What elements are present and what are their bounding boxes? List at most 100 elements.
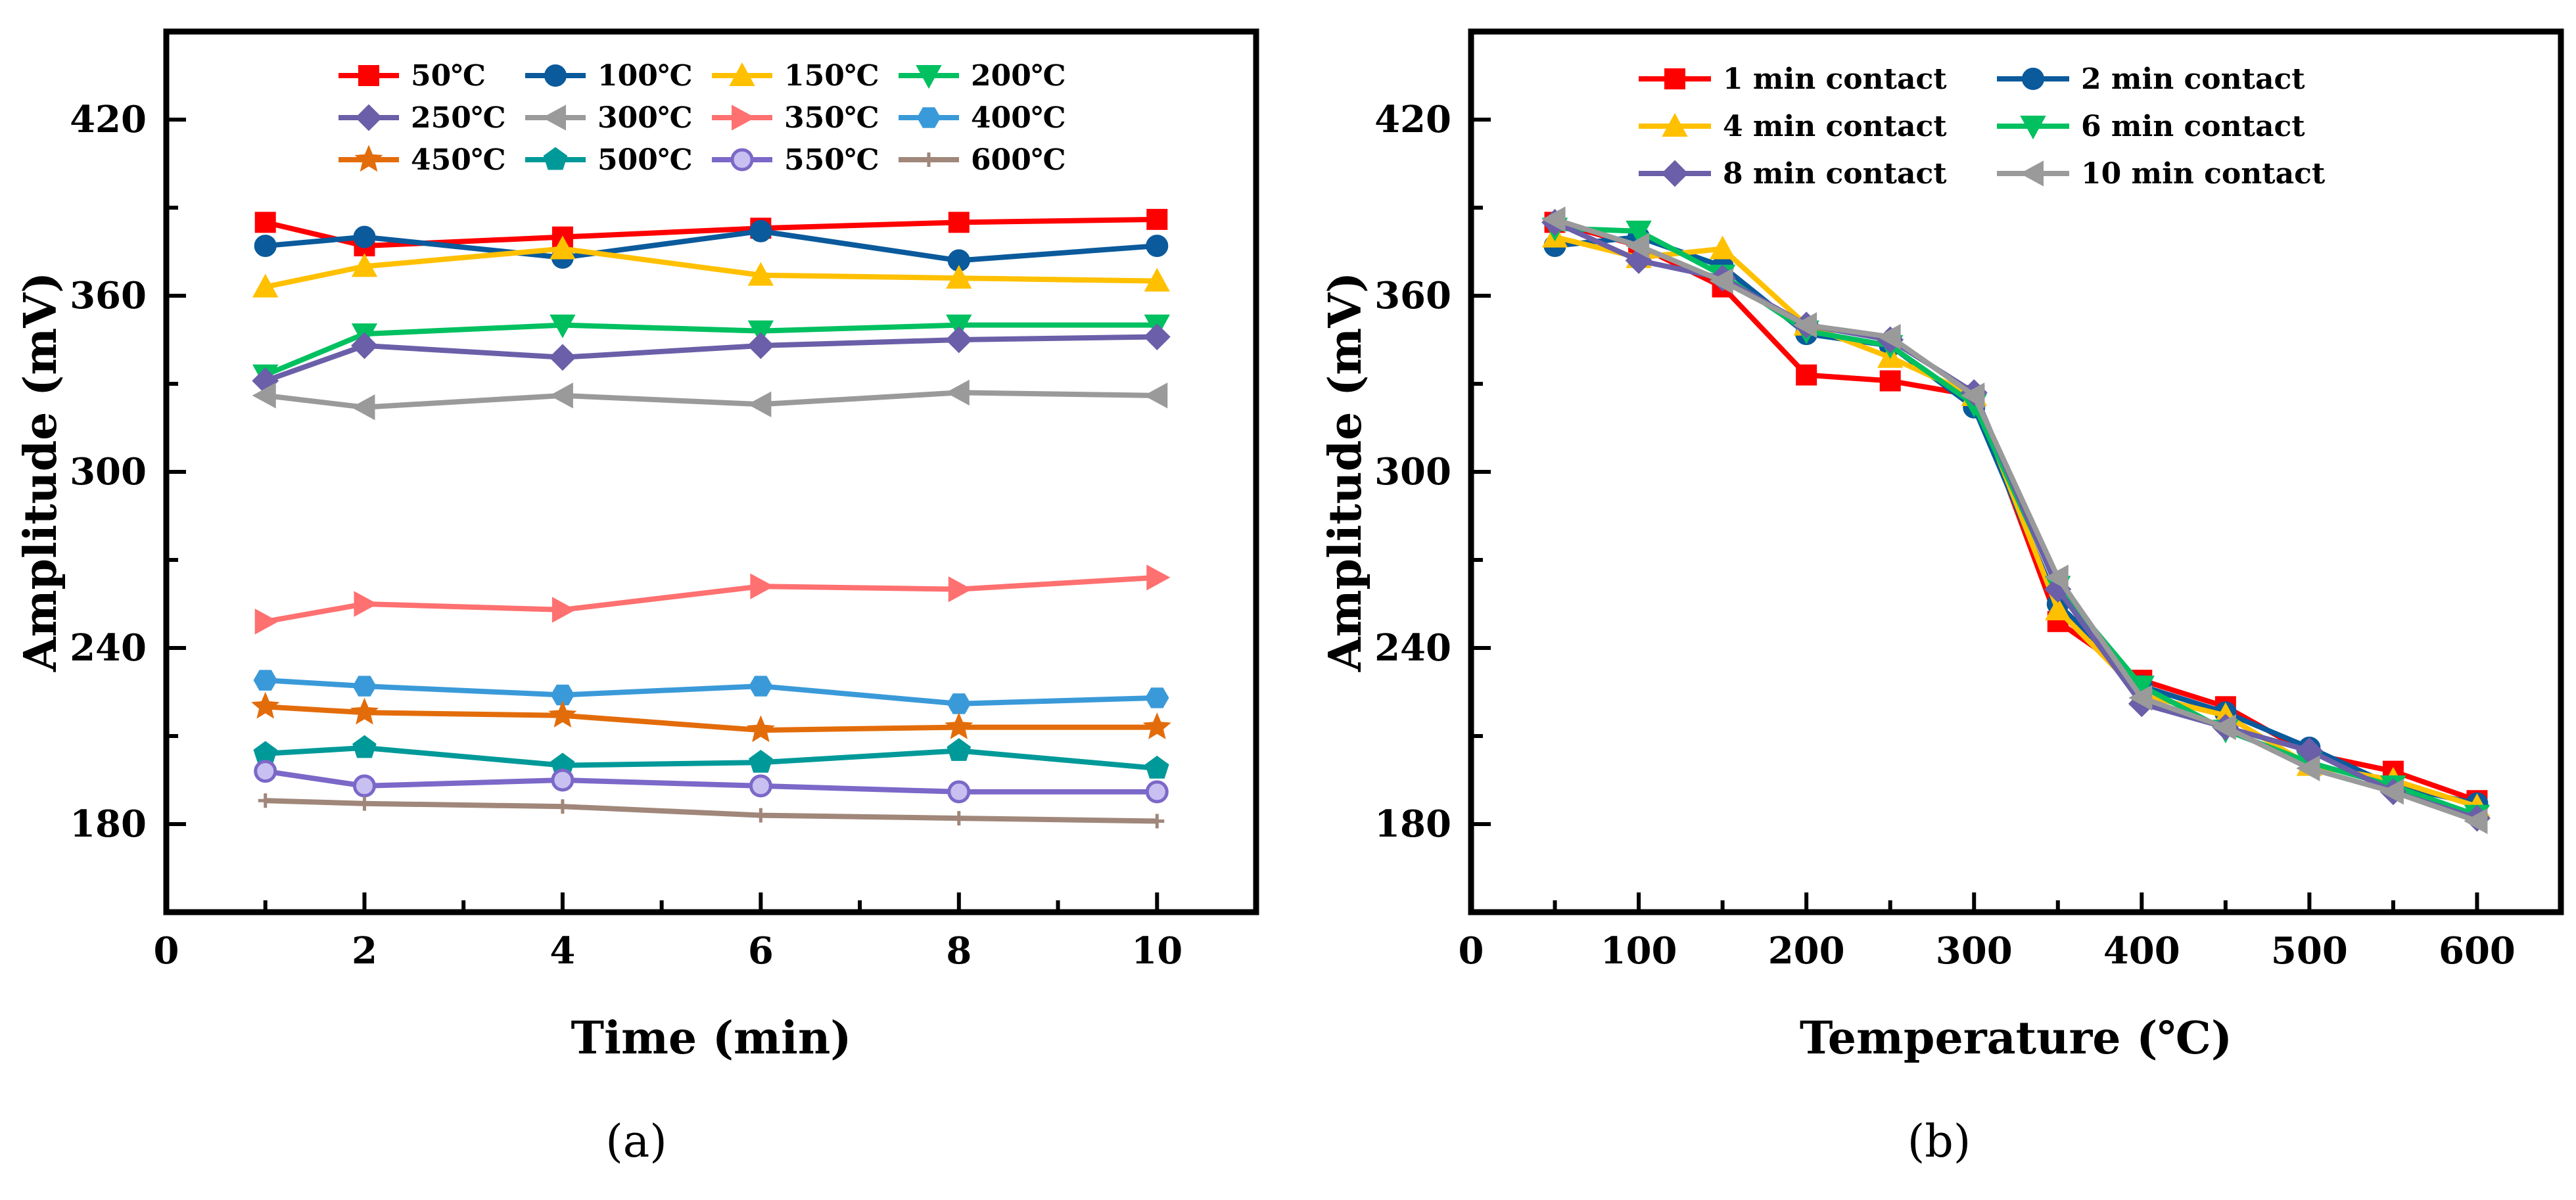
series-450-: [251, 691, 1171, 743]
data-point: [1796, 364, 1817, 386]
legend-label: 600℃: [971, 143, 1066, 177]
data-point: [254, 212, 276, 233]
legend-marker: [1661, 160, 1689, 187]
legend-label: 550℃: [784, 143, 879, 177]
x-axis-title: Temperature (℃): [1800, 1012, 2232, 1065]
data-point: [746, 715, 775, 743]
data-point: [352, 676, 377, 697]
legend: 1 min contact 2 min contact 4 min contact 6…: [1639, 62, 2326, 191]
data-point: [1145, 780, 1169, 804]
series-250-: [252, 323, 1171, 394]
data-point: [2379, 779, 2404, 805]
chart-panel-a: 180 240 300 360 420 0 2 4 6 8 10 Time (min) Amplitud…: [14, 28, 1259, 1065]
legend-marker: [730, 148, 754, 172]
series-4-min-contact: [1541, 223, 2491, 818]
data-point: [1961, 382, 1985, 409]
series-line: [265, 390, 1158, 410]
x-tick-label: 600: [2439, 929, 2516, 973]
x-axis-title: Time (min): [571, 1012, 852, 1065]
data-point: [1146, 208, 1168, 230]
chart-panel-b: 180 240 300 360 420 0 100 200 300 400 500 600 Temper…: [1319, 28, 2564, 1065]
x-tick-label: 200: [1768, 929, 1845, 973]
y-tick-label: 180: [1374, 802, 1451, 846]
series-10-min-contact: [1541, 206, 2488, 835]
x-tick-label: 4: [550, 929, 575, 973]
legend-marker: [732, 104, 756, 131]
series-300-: [252, 379, 1168, 421]
series-550-: [254, 760, 1169, 804]
data-point: [1142, 712, 1171, 739]
data-point: [251, 691, 280, 719]
x-tick-label: 100: [1601, 929, 1677, 973]
legend-item: 500℃: [525, 143, 693, 177]
data-point: [945, 326, 973, 354]
legend: 50℃ 100℃ 150℃ 200℃ 250℃ 300℃ 350℃ 400℃ 450℃ 500℃ 5…: [339, 59, 1066, 177]
series-line: [265, 228, 1158, 264]
y-tick-label: 420: [1374, 98, 1451, 141]
x-tick-label: 500: [2271, 929, 2348, 973]
data-point: [1144, 755, 1169, 779]
data-point: [951, 811, 966, 826]
legend-item: 50℃: [339, 59, 486, 93]
data-point: [254, 609, 279, 635]
data-point: [2128, 685, 2153, 711]
series-line: [264, 246, 1158, 290]
legend-item: 2 min contact: [1997, 62, 2305, 96]
legend-marker: [358, 65, 379, 86]
data-point: [749, 774, 772, 798]
data-point: [947, 738, 972, 761]
legend-item: 100℃: [525, 59, 693, 93]
series-line: [1555, 234, 2478, 806]
data-point: [252, 382, 276, 409]
data-point: [1146, 565, 1171, 591]
data-point: [351, 394, 375, 421]
data-point: [549, 382, 573, 409]
series-350-: [254, 565, 1171, 635]
legend-marker: [916, 107, 941, 128]
data-point: [1626, 220, 1652, 244]
data-point: [946, 265, 972, 289]
series-line: [265, 704, 1158, 733]
legend-marker: [2019, 160, 2044, 187]
y-tick-label: 360: [1374, 274, 1451, 317]
data-point: [1793, 312, 1817, 338]
data-point: [948, 576, 972, 603]
x-tick-label: 6: [748, 929, 774, 973]
data-point: [945, 379, 970, 406]
legend-label: 2 min contact: [2081, 62, 2305, 96]
legend-marker: [1664, 68, 1685, 89]
legend-item: 4 min contact: [1639, 110, 1947, 143]
series-line: [265, 745, 1158, 772]
data-point: [353, 225, 376, 248]
data-point: [2212, 714, 2236, 741]
legend-marker: [355, 104, 383, 131]
x-tick-label: 400: [2103, 929, 2180, 973]
series-400-: [253, 670, 1169, 714]
data-point: [1541, 206, 1566, 233]
data-point: [747, 332, 774, 359]
series-500-: [253, 735, 1169, 779]
data-point: [354, 591, 378, 617]
data-point: [1879, 370, 1901, 392]
data-point: [550, 684, 575, 706]
data-point: [747, 262, 774, 286]
legend-item: 8 min contact: [1639, 157, 1947, 191]
y-tick-label: 300: [70, 450, 147, 494]
series-2-min-contact: [1543, 225, 2489, 815]
legend-item: 6 min contact: [1997, 110, 2305, 143]
data-point: [750, 573, 774, 599]
series-6-min-contact: [1541, 218, 2491, 829]
legend-label: 4 min contact: [1723, 110, 1947, 143]
legend-item: 250℃: [339, 101, 506, 135]
series-150-: [252, 235, 1170, 298]
series-line: [1554, 234, 2478, 810]
data-point: [1146, 235, 1169, 258]
legend-marker: [543, 147, 568, 170]
legend-item: 350℃: [712, 101, 879, 135]
data-point: [352, 735, 377, 758]
series-line: [264, 334, 1158, 384]
data-point: [1150, 814, 1165, 829]
data-point: [1709, 235, 1736, 260]
